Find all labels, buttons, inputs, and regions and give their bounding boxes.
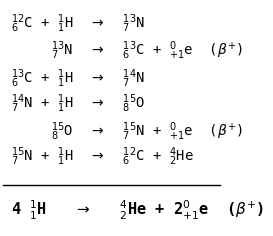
Text: $^{15}_{7}$N + $^{1}_{1}$H  $\rightarrow$  $^{12}_{6}$C + $^{4}_{2}$He: $^{15}_{7}$N + $^{1}_{1}$H $\rightarrow$… bbox=[11, 146, 194, 169]
Text: $^{12}_{6}$C + $^{1}_{1}$H  $\rightarrow$  $^{13}_{7}$N: $^{12}_{6}$C + $^{1}_{1}$H $\rightarrow$… bbox=[11, 12, 146, 35]
Text: $^{13}_{6}$C + $^{1}_{1}$H  $\rightarrow$  $^{14}_{7}$N: $^{13}_{6}$C + $^{1}_{1}$H $\rightarrow$… bbox=[11, 67, 146, 90]
Text: 4 $^{1}_{1}$H   $\rightarrow$   $^{4}_{2}$He + 2$^{0}_{+1}$e  ($\beta^{+}$): 4 $^{1}_{1}$H $\rightarrow$ $^{4}_{2}$He… bbox=[11, 198, 265, 222]
Text: $^{15}_{8}$O  $\rightarrow$  $^{15}_{7}$N + $^{0}_{+1}$e  ($\beta^{+}$): $^{15}_{8}$O $\rightarrow$ $^{15}_{7}$N … bbox=[51, 121, 243, 143]
Text: $^{13}_{7}$N  $\rightarrow$  $^{13}_{6}$C + $^{0}_{+1}$e  ($\beta^{+}$): $^{13}_{7}$N $\rightarrow$ $^{13}_{6}$C … bbox=[51, 40, 243, 63]
Text: $^{14}_{7}$N + $^{1}_{1}$H  $\rightarrow$  $^{15}_{8}$O: $^{14}_{7}$N + $^{1}_{1}$H $\rightarrow$… bbox=[11, 93, 146, 115]
